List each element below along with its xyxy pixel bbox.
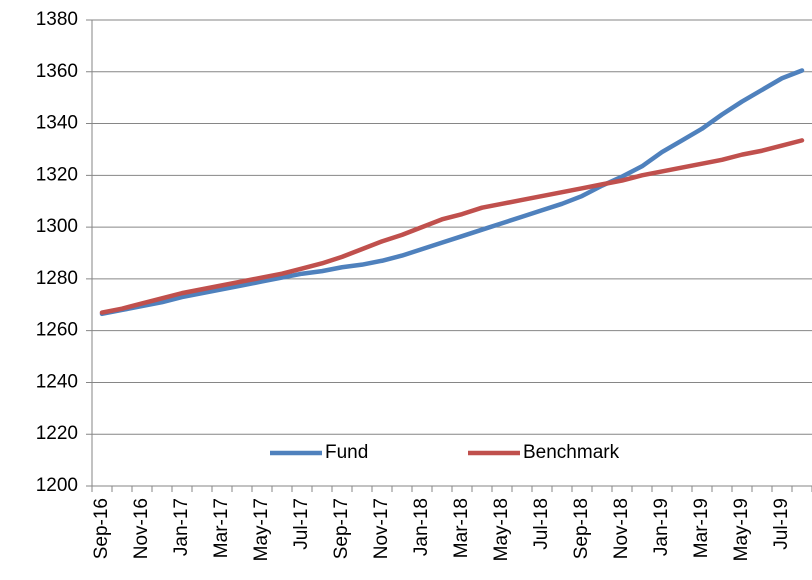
- x-tick-label: Jan-19: [651, 498, 672, 556]
- y-tick-label: 1220: [36, 423, 78, 444]
- x-tick-label: Jul-19: [771, 498, 792, 550]
- y-tick-label: 1320: [36, 164, 78, 185]
- y-tick-label: 1280: [36, 268, 78, 289]
- y-tick-label: 1340: [36, 113, 78, 134]
- x-tick-label: Nov-17: [371, 498, 392, 559]
- legend-label: Fund: [325, 442, 368, 463]
- y-tick-label: 1200: [36, 475, 78, 496]
- x-tick-label: Jul-18: [531, 498, 552, 550]
- x-tick-label: Mar-18: [451, 498, 472, 558]
- x-tick-label: Mar-17: [211, 498, 232, 558]
- x-tick-label: Sep-18: [571, 498, 592, 559]
- x-tick-label: May-17: [251, 498, 272, 561]
- x-tick-label: Jul-17: [291, 498, 312, 550]
- y-tick-label: 1360: [36, 61, 78, 82]
- x-tick-label: Sep-16: [91, 498, 112, 559]
- line-series: [99, 138, 805, 315]
- x-tick-label: Jan-17: [171, 498, 192, 556]
- y-tick-label: 1380: [36, 9, 78, 30]
- line-series: [99, 68, 805, 317]
- y-tick-label: 1300: [36, 216, 78, 237]
- x-tick-label: May-19: [731, 498, 752, 561]
- y-tick-label: 1240: [36, 371, 78, 392]
- x-tick-label: Nov-16: [131, 498, 152, 559]
- x-tick-label: Sep-17: [331, 498, 352, 559]
- x-tick-label: Nov-18: [611, 498, 632, 559]
- y-tick-label: 1260: [36, 320, 78, 341]
- x-tick-label: Mar-19: [691, 498, 712, 558]
- x-tick-label: Jan-18: [411, 498, 432, 556]
- legend-label: Benchmark: [523, 442, 620, 463]
- x-tick-label: May-18: [491, 498, 512, 561]
